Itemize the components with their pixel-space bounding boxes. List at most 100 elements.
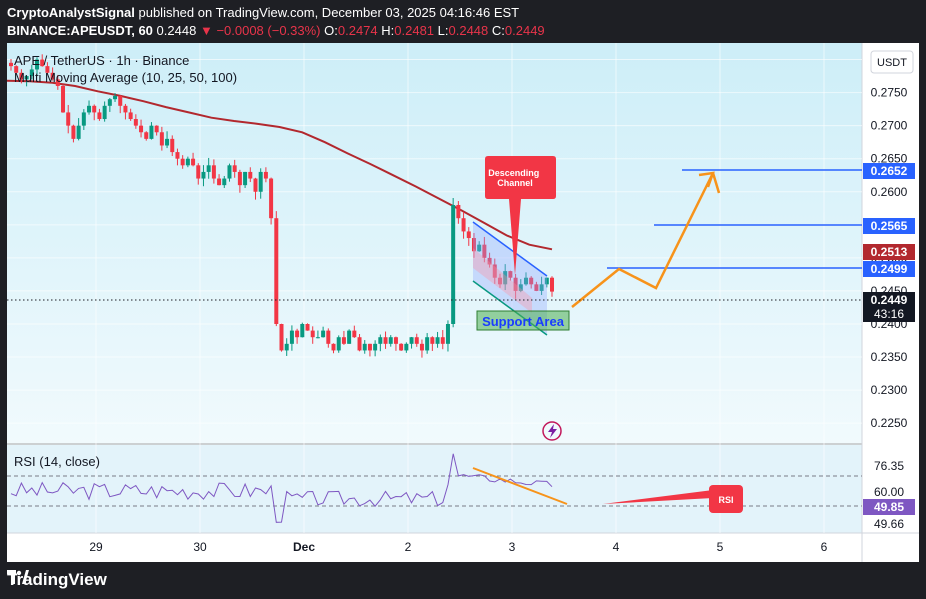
candle-body[interactable] [466,231,471,239]
candle-body[interactable] [185,158,190,166]
candle-body[interactable] [305,323,310,331]
candle-body[interactable] [227,165,232,179]
candle-body[interactable] [404,343,409,351]
candle-body[interactable] [66,112,71,126]
candle-body[interactable] [87,105,92,113]
candle-body[interactable] [102,105,107,120]
candle-body[interactable] [456,204,461,219]
candle-body[interactable] [201,171,206,179]
candle-body[interactable] [503,271,508,285]
candle-body[interactable] [300,323,305,338]
candle-body[interactable] [253,178,258,192]
candle-body[interactable] [362,343,367,351]
candle-body[interactable] [243,171,248,186]
candle-body[interactable] [175,152,180,159]
candle-body[interactable] [196,165,201,179]
candle-body[interactable] [331,343,336,351]
candle-body[interactable] [232,165,237,172]
lightning-icon[interactable] [542,421,562,441]
candle-body[interactable] [289,330,294,344]
candle-body[interactable] [180,158,185,166]
candle-body[interactable] [40,59,45,67]
candle-body[interactable] [321,330,326,338]
main-pane[interactable] [7,43,862,443]
candle-body[interactable] [222,178,227,186]
candle-body[interactable] [274,218,279,324]
candle-body[interactable] [378,337,383,344]
candle-body[interactable] [217,178,222,186]
candle-body[interactable] [170,138,175,153]
candle-body[interactable] [97,112,102,120]
rsi-legend[interactable]: RSI (14, close) [14,454,100,469]
candle-body[interactable] [9,62,13,67]
candle-body[interactable] [497,277,502,285]
candle-body[interactable] [513,277,518,291]
candle-body[interactable] [445,323,450,344]
candle-body[interactable] [139,125,144,133]
channel-upper-line[interactable] [472,221,548,277]
candle-body[interactable] [310,330,315,338]
candle-body[interactable] [352,330,357,338]
candle-body[interactable] [367,343,372,351]
rsi-tag[interactable] [709,485,743,513]
moving-average-line[interactable] [7,79,553,251]
candle-body[interactable] [71,125,76,139]
candle-body[interactable] [279,323,284,351]
candle-body[interactable] [539,284,544,291]
candle-body[interactable] [263,171,268,179]
candle-body[interactable] [347,330,352,344]
candle-body[interactable] [45,66,50,73]
candle-body[interactable] [29,69,34,77]
candle-body[interactable] [118,95,123,106]
candle-body[interactable] [133,119,138,126]
candle-body[interactable] [61,85,66,113]
candle-body[interactable] [523,277,528,285]
candle-body[interactable] [248,171,253,179]
candle-body[interactable] [471,238,476,252]
rsi-line[interactable] [10,453,553,523]
candle-body[interactable] [550,277,554,292]
candle-body[interactable] [461,218,466,232]
chart-legend-title[interactable]: APE / TetherUS · 1h · Binance [14,53,189,68]
author[interactable]: CryptoAnalystSignal [7,5,135,20]
candle-body[interactable] [123,105,128,113]
candle-body[interactable] [159,132,164,146]
candle-body[interactable] [269,178,274,219]
candle-body[interactable] [534,284,539,291]
candle-body[interactable] [388,337,393,344]
candle-body[interactable] [508,271,513,278]
candle-body[interactable] [315,337,320,339]
candle-body[interactable] [430,337,435,344]
candle-body[interactable] [341,337,346,344]
candle-body[interactable] [544,277,549,285]
candle-body[interactable] [154,125,159,133]
candle-body[interactable] [191,158,196,166]
candle-body[interactable] [55,79,60,86]
candle-body[interactable] [81,112,86,126]
candle-body[interactable] [295,330,300,338]
candle-body[interactable] [357,337,362,351]
candle-body[interactable] [149,125,154,139]
candle-body[interactable] [258,171,263,192]
candle-body[interactable] [107,99,112,106]
candle-body[interactable] [487,257,492,265]
support-area-box[interactable] [476,310,570,331]
price-chart[interactable]: 0.28000.27500.27000.26500.26000.25500.25… [7,43,919,562]
candle-body[interactable] [435,337,440,344]
candle-body[interactable] [529,277,534,285]
candle-body[interactable] [399,343,404,351]
candle-body[interactable] [211,165,216,179]
candle-body[interactable] [113,95,118,100]
candle-body[interactable] [451,204,456,324]
candle-body[interactable] [24,76,29,80]
candle-body[interactable] [336,337,341,351]
candle-body[interactable] [128,112,133,120]
candle-body[interactable] [383,337,388,344]
currency-button[interactable] [870,50,914,74]
candle-body[interactable] [419,343,424,351]
candle-body[interactable] [409,337,414,344]
rsi-divergence-line[interactable] [472,467,568,505]
descending-channel-callout[interactable] [485,156,556,275]
candle-body[interactable] [518,284,523,291]
candle-body[interactable] [477,244,482,252]
